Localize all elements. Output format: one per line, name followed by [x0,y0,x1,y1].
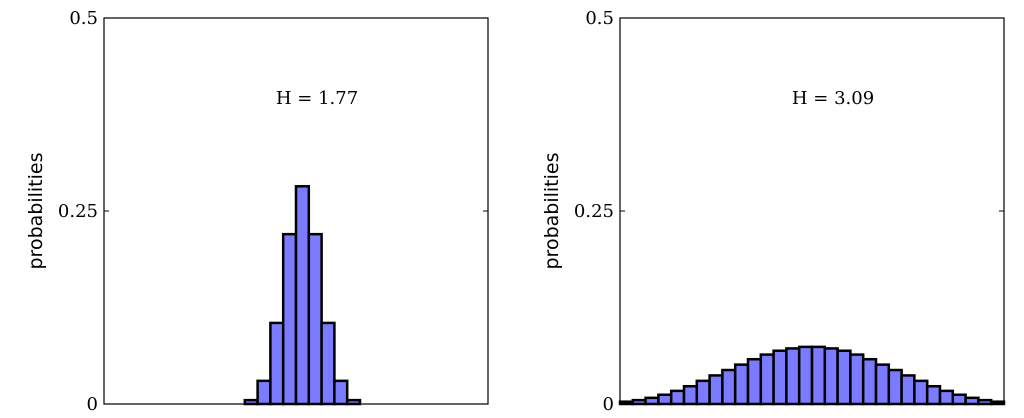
bar [759,353,775,406]
bar [951,393,967,406]
y-tick-label: 0 [603,394,614,415]
y-tick-label: 0.25 [58,201,98,222]
bar [938,389,955,406]
bar [964,396,980,406]
bar [333,379,349,406]
bar [307,232,323,406]
right-chart: 0 0.25 0.5 probabilities H = 3.09 [541,8,1006,415]
bar [682,384,699,406]
bar [256,379,272,406]
bar [294,185,311,406]
bar [281,232,298,406]
bar [746,357,763,406]
bar [887,368,903,406]
bar [320,321,336,406]
bar [772,349,788,406]
y-axis-label: probabilities [541,153,563,270]
bar [708,374,724,406]
bar [913,379,929,406]
bar [269,321,285,406]
y-tick-label: 0.25 [574,201,614,222]
bar [695,379,711,406]
bar [797,345,814,406]
bar [925,384,942,406]
bar [849,353,865,406]
bar [810,345,827,406]
bar [861,357,878,406]
bar [657,393,673,406]
bar [836,349,852,406]
bar [644,396,660,406]
y-axis-label: probabilities [25,153,47,270]
left-chart: 0 0.25 0.5 probabilities H = 1.77 [25,8,489,415]
bar [721,368,737,406]
bar [874,363,891,406]
bar [669,389,686,406]
bar [785,347,801,406]
bar [823,347,839,406]
entropy-annotation: H = 1.77 [276,88,358,109]
bar [733,363,750,406]
y-tick-label: 0.5 [69,8,98,29]
bar [900,374,916,406]
entropy-annotation: H = 3.09 [792,88,874,109]
y-tick-label: 0.5 [585,8,614,29]
y-tick-label: 0 [87,394,98,415]
